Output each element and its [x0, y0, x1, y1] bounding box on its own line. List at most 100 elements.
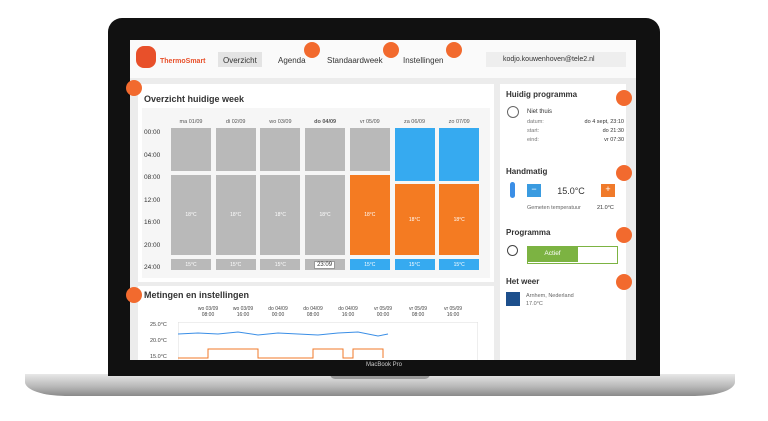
nav-item[interactable]: Standaardweek — [327, 56, 383, 65]
annotation-dot — [126, 287, 142, 303]
block-night: 15°C — [215, 259, 256, 270]
x-label: 00:00 — [376, 312, 390, 318]
nav-item[interactable]: Agenda — [278, 56, 306, 65]
block-day: 18°C — [215, 175, 256, 255]
base-notch — [330, 374, 430, 379]
minus-button[interactable]: − — [527, 184, 541, 197]
block-night: 15°C — [439, 259, 480, 270]
plot-frame — [178, 322, 478, 360]
block-day: 18°C — [305, 175, 346, 255]
row-label: start: — [527, 128, 540, 134]
thermometer-icon — [510, 182, 515, 198]
status: Niet thuis — [527, 109, 553, 115]
x-label: wo 03/09 — [197, 306, 219, 312]
time-label: 08:00 — [144, 174, 161, 181]
block-day: 18°C — [171, 175, 211, 255]
row-label: eind: — [527, 137, 539, 143]
section-title: Huidig programma — [506, 90, 578, 99]
row-value: do 4 sept, 23:10 — [584, 119, 624, 125]
x-label: 00:00 — [271, 312, 285, 318]
weather-icon — [506, 292, 520, 306]
x-label: 16:00 — [341, 312, 355, 318]
x-label: 08:00 — [411, 312, 425, 318]
x-label: vr 05/09 — [408, 306, 428, 312]
measured-line — [178, 331, 389, 337]
nav-active — [218, 52, 262, 67]
x-label: 16:00 — [236, 312, 250, 318]
day-label: di 02/09 — [225, 119, 246, 125]
x-label: 16:00 — [446, 312, 460, 318]
x-label: do 04/09 — [303, 306, 323, 312]
nav-item[interactable]: Instellingen — [403, 56, 444, 65]
time-label: 12:00 — [144, 196, 161, 204]
time-label: 16:00 — [144, 219, 161, 226]
block-night: 15°C — [394, 259, 435, 270]
annotation-dot — [616, 165, 632, 181]
device-label: MacBook Pro — [365, 362, 402, 368]
setpoint: 15.0°C — [557, 186, 585, 196]
block-morning — [394, 128, 435, 181]
x-label: 08:00 — [201, 312, 215, 318]
row-value: do 21:30 — [602, 128, 624, 134]
side-panel — [500, 84, 626, 360]
screen: ThermoSmart Overzicht Agenda Standaardwe… — [130, 40, 636, 360]
logo: ThermoSmart — [160, 58, 206, 65]
setpoint-line — [178, 348, 384, 359]
time-label: 04:00 — [144, 151, 161, 159]
day-label: za 06/09 — [403, 119, 426, 125]
annotation-dot — [126, 80, 142, 96]
weather-temp: 17.0°C — [526, 301, 543, 307]
annotation-dot — [616, 274, 632, 290]
annotation-dot — [304, 42, 320, 58]
plus-button[interactable]: + — [601, 184, 615, 197]
measurement-lines — [178, 322, 478, 360]
block-day: 18°C — [394, 184, 435, 255]
time-label: 00:00 — [144, 129, 161, 136]
x-label: do 04/09 — [338, 306, 358, 312]
block-morning — [439, 128, 480, 181]
block-morning — [305, 128, 346, 171]
program-icon — [507, 245, 518, 256]
x-label: wo 03/09 — [232, 306, 254, 312]
block-night: 15°C — [349, 259, 390, 270]
day-label: zo 07/09 — [448, 119, 470, 125]
metingen-title: Metingen en instellingen — [144, 290, 250, 300]
block-morning — [215, 128, 256, 171]
block-morning — [260, 128, 301, 171]
toggle-label: Actief — [527, 246, 578, 262]
time-label: 20:00 — [144, 241, 161, 249]
user-box — [486, 52, 626, 67]
x-label: 08:00 — [306, 312, 320, 318]
day-label: wo 03/09 — [269, 119, 292, 125]
block-morning — [171, 128, 211, 171]
section-title: Het weer — [506, 277, 540, 286]
y-label: 20.0°C — [150, 338, 167, 344]
x-label: vr 05/09 — [373, 306, 393, 312]
user[interactable]: kodjo.kouwenhoven@tele2.nl — [503, 56, 595, 63]
section-title: Programma — [506, 228, 551, 237]
logo-owl — [136, 46, 156, 68]
y-label: 15.0°C — [150, 354, 167, 360]
nav-item[interactable]: Overzicht — [223, 56, 257, 65]
week-title: Overzicht huidige week — [144, 94, 245, 104]
laptop-base — [25, 374, 735, 396]
annotation-dot — [616, 227, 632, 243]
x-label: vr 05/09 — [443, 306, 463, 312]
block-morning — [349, 128, 390, 171]
measured-value: 21.0°C — [597, 205, 614, 211]
time-label: 24:00 — [144, 264, 161, 271]
current-time: 23:09 — [314, 261, 336, 269]
measured-label: Gemeten temperatuur — [527, 205, 581, 211]
clock-icon — [507, 106, 519, 118]
row-label: datum: — [527, 119, 544, 125]
block-night: 15°C — [171, 259, 211, 270]
block-day: 18°C — [439, 184, 480, 255]
day-label: vr 05/09 — [359, 119, 380, 125]
annotation-dot — [616, 90, 632, 106]
annotation-dot — [383, 42, 399, 58]
y-label: 25.0°C — [150, 322, 167, 328]
block-day: 18°C — [260, 175, 301, 255]
block-night: 15°C — [260, 259, 301, 270]
day-label: ma 01/09 — [179, 119, 203, 125]
